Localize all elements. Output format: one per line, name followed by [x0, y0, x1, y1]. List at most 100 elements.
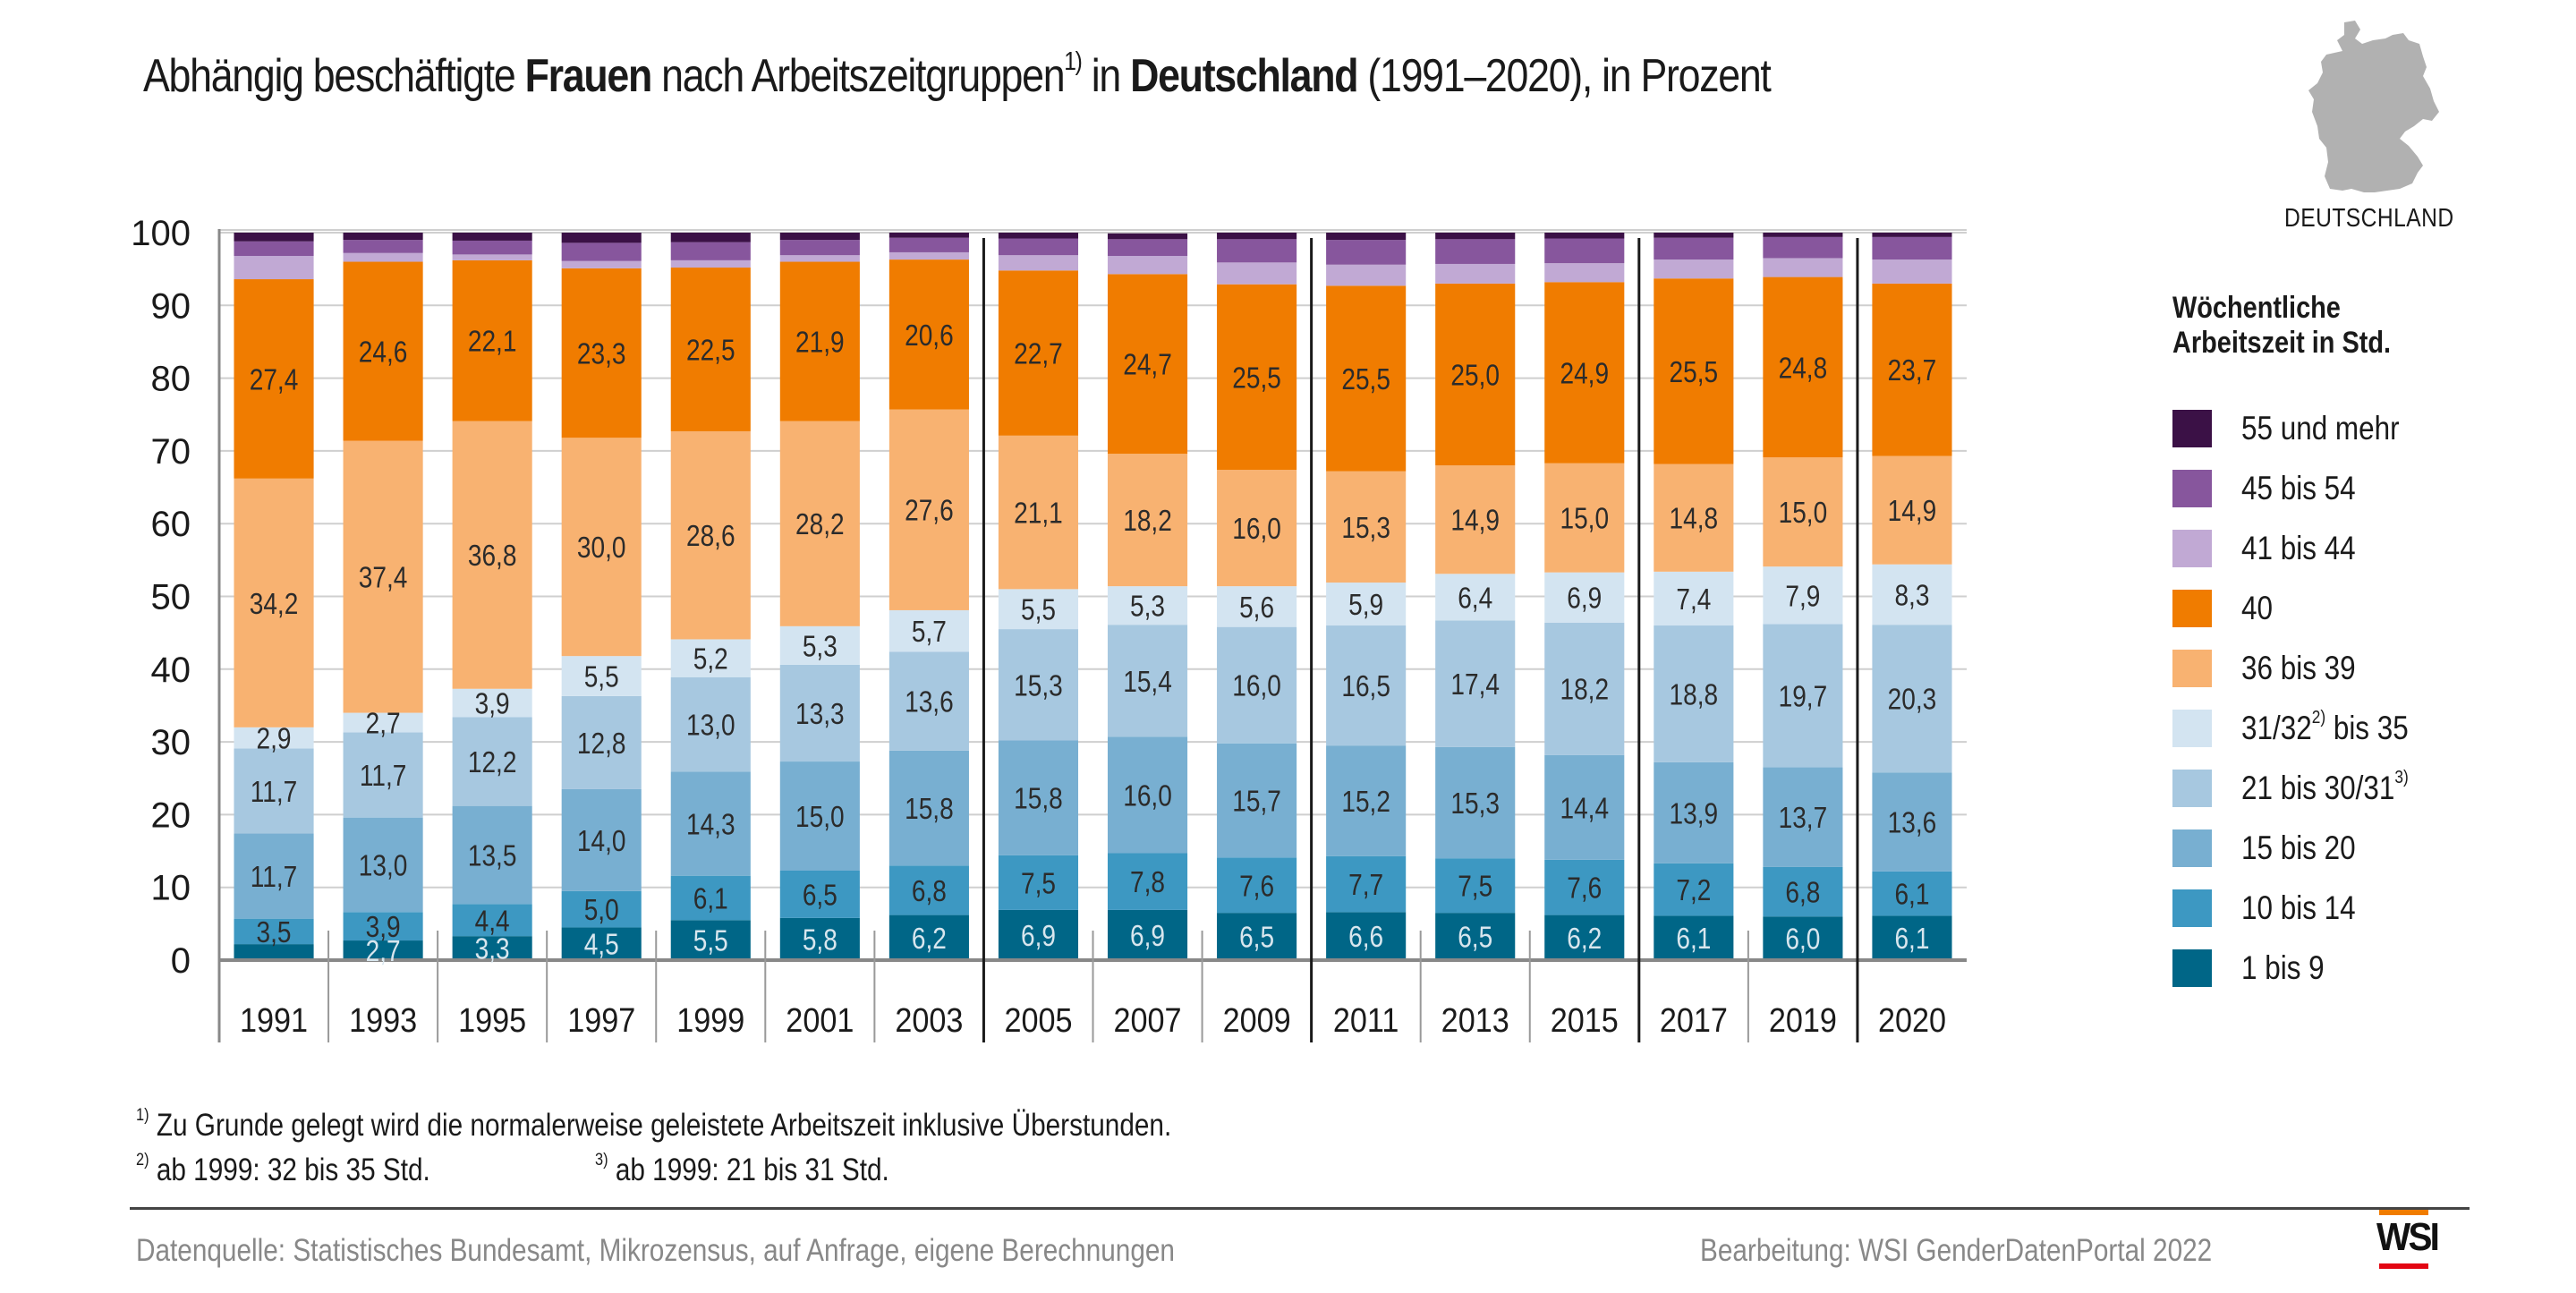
bar-segment: [1763, 624, 1843, 768]
bar-segment: [1654, 761, 1734, 863]
bar-segment: [343, 732, 423, 818]
x-tick-label: 2013: [1441, 1000, 1509, 1039]
bar-segment: [1872, 233, 1952, 237]
bar-segment: [561, 438, 642, 657]
bar-segment: [779, 664, 860, 762]
y-tick-label: 80: [151, 360, 191, 399]
bar-segment: [998, 589, 1079, 630]
bar-segment: [234, 241, 314, 257]
bar-segment: [234, 944, 314, 960]
bar-segment: [343, 233, 423, 241]
bar-segment: [670, 771, 751, 876]
x-tick-label: 1997: [567, 1000, 635, 1039]
bar-segment: [452, 688, 532, 718]
bar-segment: [888, 233, 969, 238]
data-label: 6,1: [1894, 923, 1929, 956]
data-label: 6,9: [1567, 583, 1602, 616]
bar-segment: [1326, 625, 1407, 746]
bar-segment: [452, 936, 532, 960]
legend-swatch: [2172, 948, 2212, 987]
legend-swatch: [2172, 409, 2212, 447]
x-tick-label: 1991: [240, 1000, 308, 1039]
bar-segment: [234, 279, 314, 479]
bar-segment: [1654, 571, 1734, 626]
data-label: 2,9: [257, 723, 292, 756]
x-tick-label: 2020: [1878, 1000, 1946, 1039]
bar-segment: [670, 242, 751, 260]
data-label: 16,0: [1123, 779, 1172, 812]
legend-label: 10 bis 14: [2241, 889, 2356, 926]
footnote-3: 3) ab 1999: 21 bis 31 Std.: [595, 1151, 889, 1188]
data-label: 15,0: [1560, 503, 1609, 536]
germany-map-shape: [2308, 21, 2439, 192]
bar-segment: [1107, 853, 1188, 910]
data-label: 30,0: [577, 532, 626, 565]
bar-segment: [234, 256, 314, 280]
bar-segment: [1326, 264, 1407, 286]
bar-segment: [452, 240, 532, 255]
footnote-text: ab 1999: 21 bis 31 Std.: [608, 1153, 889, 1187]
bar-segment: [1654, 863, 1734, 916]
bar-segment: [1763, 866, 1843, 917]
bar-segment: [1217, 233, 1297, 240]
bar-segment: [234, 833, 314, 919]
data-label: 5,6: [1239, 591, 1274, 625]
bar-segment: [779, 917, 860, 960]
data-label: 22,7: [1014, 337, 1063, 370]
legend: Wöchentliche Arbeitszeit in Std. 55 und …: [2172, 291, 2438, 998]
data-label: 6,5: [1458, 921, 1492, 954]
bar-segment: [888, 409, 969, 610]
data-label: 21,9: [795, 326, 845, 359]
legend-swatch: [2172, 469, 2212, 507]
bar-segment: [998, 270, 1079, 436]
bar-segment: [343, 940, 423, 960]
bar-segment: [888, 237, 969, 252]
bar-segment: [1872, 564, 1952, 625]
bar-segment: [561, 656, 642, 696]
footnote-mark: 1): [136, 1106, 149, 1125]
bar-segment: [1763, 916, 1843, 960]
data-label: 3,9: [366, 911, 401, 944]
title-text: in: [1081, 50, 1131, 102]
bar-segment: [452, 717, 532, 806]
bar-segment: [888, 251, 969, 260]
bar-segment: [343, 712, 423, 733]
legend-swatch: [2172, 589, 2212, 627]
data-label: 18,2: [1560, 674, 1609, 707]
data-label: 24,8: [1779, 352, 1828, 385]
bar-segment: [234, 748, 314, 834]
bar-segment: [561, 695, 642, 789]
x-tick-label: 2015: [1551, 1000, 1619, 1039]
data-label: 5,5: [584, 660, 619, 693]
x-tick-label: 2011: [1333, 1000, 1399, 1039]
data-label: 6,6: [1348, 921, 1383, 954]
footnote-1: 1) Zu Grunde gelegt wird die normalerwei…: [136, 1106, 1171, 1144]
x-tick-label: 2017: [1660, 1000, 1728, 1039]
data-label: 7,9: [1785, 580, 1820, 613]
bar-segment: [452, 254, 532, 260]
bar-segment: [998, 909, 1079, 960]
data-label: 14,9: [1450, 505, 1500, 538]
bar-segment: [1872, 455, 1952, 565]
bar-segment: [779, 761, 860, 872]
y-tick-label: 50: [151, 578, 191, 617]
bar-segment: [1107, 256, 1188, 275]
bar-segment: [343, 252, 423, 262]
bar-segment: [1763, 258, 1843, 277]
data-label: 14,0: [577, 825, 626, 858]
data-label: 5,2: [693, 643, 728, 676]
bar-segment: [998, 435, 1079, 590]
legend-title-line: Wöchentliche: [2172, 291, 2341, 325]
logo-bar-red: [2379, 1263, 2428, 1269]
bar-segment: [1654, 237, 1734, 260]
data-label: 23,7: [1888, 354, 1937, 387]
data-label: 14,4: [1560, 792, 1609, 825]
bar-segment: [1217, 913, 1297, 960]
data-label: 24,9: [1560, 357, 1609, 390]
bar-segment: [1654, 233, 1734, 238]
legend-item: 10 bis 14: [2172, 878, 2438, 938]
data-label: 23,3: [577, 337, 626, 370]
legend-title: Wöchentliche Arbeitszeit in Std.: [2172, 291, 2398, 361]
data-label: 25,0: [1450, 359, 1500, 392]
